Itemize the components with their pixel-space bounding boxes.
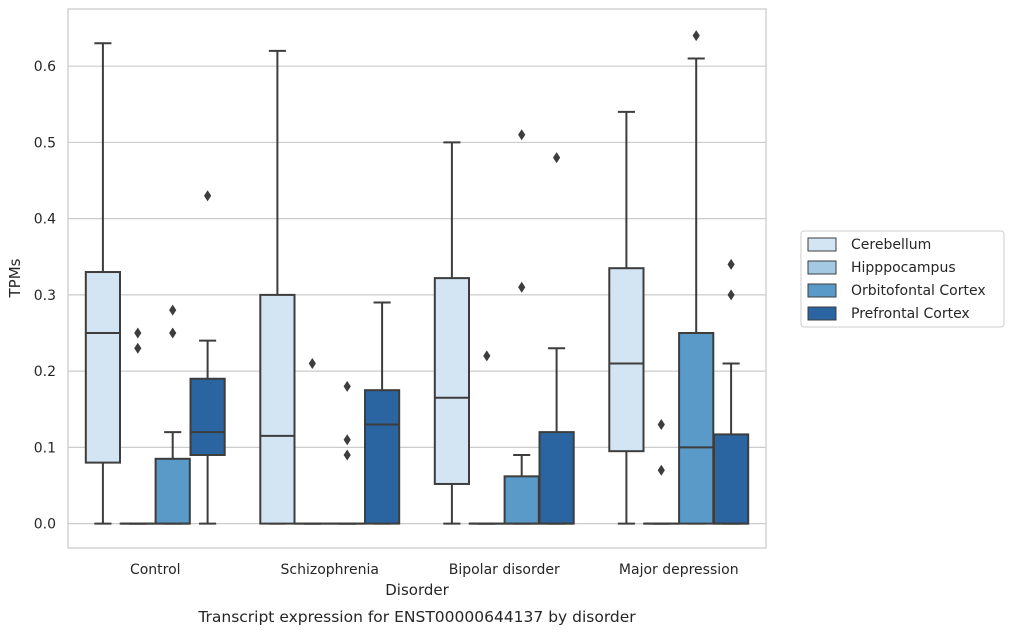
box <box>468 350 505 525</box>
box <box>84 42 122 525</box>
y-tick-label: 0.1 <box>34 440 56 456</box>
y-tick-labels: 0.0 0.1 0.2 0.3 0.4 0.5 0.6 <box>34 59 56 532</box>
plot-frame <box>67 8 767 549</box>
legend-swatch <box>807 237 837 252</box>
y-axis-label: TPMs <box>6 258 24 298</box>
box <box>189 190 226 525</box>
y-tick-label: 0.6 <box>34 59 56 75</box>
x-tick-label: Schizophrenia <box>281 562 379 578</box>
legend-swatch <box>807 260 837 275</box>
y-tick-label: 0.5 <box>34 135 56 151</box>
y-tick-label: 0.2 <box>34 364 56 380</box>
series-orbitofontal-cortex <box>154 30 715 525</box>
legend-frame <box>800 230 1005 328</box>
outlier-point <box>727 258 735 270</box>
outlier-point <box>343 380 351 392</box>
outlier-point <box>483 350 491 362</box>
outlier-point <box>204 190 212 202</box>
outlier-point <box>727 289 735 301</box>
box <box>259 49 296 525</box>
outlier-point <box>134 327 142 339</box>
box-series <box>84 30 750 525</box>
box-body <box>363 389 401 525</box>
box <box>363 301 401 525</box>
box <box>154 304 191 525</box>
outlier-point <box>692 30 700 42</box>
outlier-point <box>657 464 665 476</box>
legend-swatch <box>807 283 837 298</box>
legend-swatch <box>807 306 837 321</box>
box-body <box>154 457 191 525</box>
x-tick-labels: Control Schizophrenia Bipolar disorder Majo… <box>130 562 739 578</box>
legend-label: Hipppocampus <box>851 260 956 276</box>
legend: Cerebellum Hipppocampus Orbitofontal Corte… <box>800 230 1005 328</box>
box-body <box>433 277 471 485</box>
outlier-point <box>169 304 177 316</box>
legend-label: Prefrontal Cortex <box>851 306 970 322</box>
x-tick-label: Major depression <box>619 562 739 578</box>
box <box>538 152 575 525</box>
outlier-point <box>553 152 561 164</box>
box <box>643 418 680 525</box>
box-body <box>538 431 575 525</box>
legend-label: Orbitofontal Cortex <box>851 283 986 299</box>
box <box>119 327 156 525</box>
box <box>433 141 471 525</box>
box <box>678 30 715 525</box>
box-body <box>503 475 540 525</box>
box-body <box>608 267 645 453</box>
outlier-point <box>518 281 526 293</box>
y-tick-label: 0.3 <box>34 288 56 304</box>
x-tick-label: Control <box>130 562 181 578</box>
box <box>712 258 750 525</box>
gridlines <box>68 65 766 525</box>
box <box>294 358 331 525</box>
outlier-point <box>134 342 142 354</box>
outlier-point <box>343 449 351 461</box>
box-body <box>84 271 122 464</box>
figure-caption: Transcript expression for ENST0000064413… <box>197 608 636 626</box>
box-body <box>712 433 750 525</box>
outlier-point <box>308 358 316 370</box>
outlier-point <box>343 434 351 446</box>
box-body <box>678 332 715 525</box>
x-tick-label: Bipolar disorder <box>449 562 560 578</box>
outlier-point <box>169 327 177 339</box>
y-tick-label: 0.4 <box>34 212 56 228</box>
box <box>608 110 645 525</box>
x-axis-label: Disorder <box>385 581 449 599</box>
box <box>329 380 366 525</box>
box-body <box>189 377 226 456</box>
series-cerebellum <box>84 42 645 525</box>
series-prefrontal-cortex <box>189 152 750 525</box>
box-body <box>259 293 296 525</box>
outlier-point <box>518 129 526 141</box>
outlier-point <box>657 418 665 430</box>
box <box>503 129 540 525</box>
y-tick-label: 0.0 <box>34 517 56 533</box>
legend-label: Cerebellum <box>851 237 931 253</box>
